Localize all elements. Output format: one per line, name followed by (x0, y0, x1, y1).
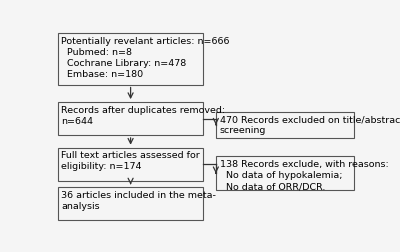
Text: Pubmed: n=8: Pubmed: n=8 (62, 48, 132, 57)
Text: analysis: analysis (62, 202, 100, 211)
Bar (58, 187, 204, 220)
Text: 470 Records excluded on title/abstract: 470 Records excluded on title/abstract (220, 115, 400, 124)
Text: Embase: n=180: Embase: n=180 (62, 70, 144, 79)
Text: Records after duplicates removed:: Records after duplicates removed: (62, 106, 226, 114)
Text: 138 Records exclude, with reasons:: 138 Records exclude, with reasons: (220, 160, 388, 169)
Text: screening: screening (220, 127, 266, 136)
Bar (58, 148, 204, 181)
Text: No data of ORR/DCR.: No data of ORR/DCR. (220, 182, 325, 191)
Text: eligibility: n=174: eligibility: n=174 (62, 162, 142, 171)
Bar (216, 112, 354, 138)
Text: No data of hypokalemia;: No data of hypokalemia; (220, 171, 342, 180)
Bar (216, 156, 354, 190)
Text: n=644: n=644 (62, 117, 94, 126)
Text: Cochrane Library: n=478: Cochrane Library: n=478 (62, 59, 187, 68)
Text: Potentially revelant articles: n=666: Potentially revelant articles: n=666 (62, 37, 230, 46)
Bar (58, 102, 204, 135)
Text: 36 articles included in the meta-: 36 articles included in the meta- (62, 191, 216, 200)
Text: Full text articles assessed for: Full text articles assessed for (62, 151, 200, 160)
Bar (58, 33, 204, 85)
